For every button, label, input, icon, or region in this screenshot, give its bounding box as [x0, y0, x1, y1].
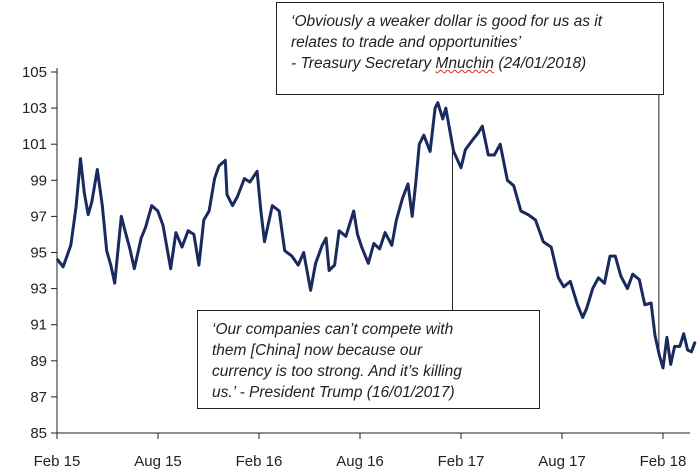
x-tick-label: Aug 16	[336, 453, 384, 470]
y-tick-label: 101	[22, 136, 47, 153]
annotation-trump-line-3: currency is too strong. And it’s killing	[212, 363, 462, 380]
y-axis: 85 87 89 91 93 95 97 99 101 103 105	[22, 64, 58, 442]
x-tick-label: Feb 16	[236, 453, 283, 470]
annotation-mnuchin-date: (24/01/2018)	[494, 55, 587, 72]
series-line	[56, 101, 697, 370]
y-tick-label: 87	[30, 389, 47, 406]
x-tick-label: Feb 18	[640, 453, 687, 470]
annotation-connectors	[451, 95, 660, 356]
x-tick-label: Aug 17	[538, 453, 586, 470]
y-tick-label: 99	[30, 172, 47, 189]
annotation-trump: ‘Our companies can’t compete with them […	[197, 310, 540, 409]
y-tick-label: 85	[30, 425, 47, 442]
y-tick-label: 103	[22, 100, 47, 117]
annotation-trump-line-1: ‘Our companies can’t compete with	[212, 321, 454, 338]
annotation-mnuchin-name: Mnuchin	[435, 55, 495, 72]
annotation-mnuchin-line-1: ‘Obviously a weaker dollar is good for u…	[291, 13, 603, 30]
x-tick-label: Feb 17	[438, 453, 485, 470]
x-tick-label: Aug 15	[134, 453, 182, 470]
annotation-mnuchin-line-3: - Treasury Secretary Mnuchin (24/01/2018…	[291, 53, 653, 74]
y-tick-label: 97	[30, 208, 47, 225]
y-tick-label: 91	[30, 317, 47, 334]
x-axis: Feb 15 Aug 15 Feb 16 Aug 16 Feb 17 Aug 17 Feb …	[34, 432, 690, 470]
y-tick-label: 105	[22, 64, 47, 81]
annotation-trump-line-4: us.’ - President Trump (16/01/2017)	[212, 384, 455, 401]
annotation-mnuchin-prefix: - Treasury Secretary	[291, 55, 436, 72]
y-tick-label: 95	[30, 245, 47, 262]
y-tick-label: 89	[30, 353, 47, 370]
annotation-trump-line-2: them [China] now because our	[212, 342, 423, 359]
x-tick-label: Feb 15	[34, 453, 81, 470]
y-tick-label: 93	[30, 281, 47, 298]
annotation-mnuchin: ‘Obviously a weaker dollar is good for u…	[276, 2, 664, 95]
annotation-mnuchin-line-2: relates to trade and opportunities’	[291, 34, 522, 51]
